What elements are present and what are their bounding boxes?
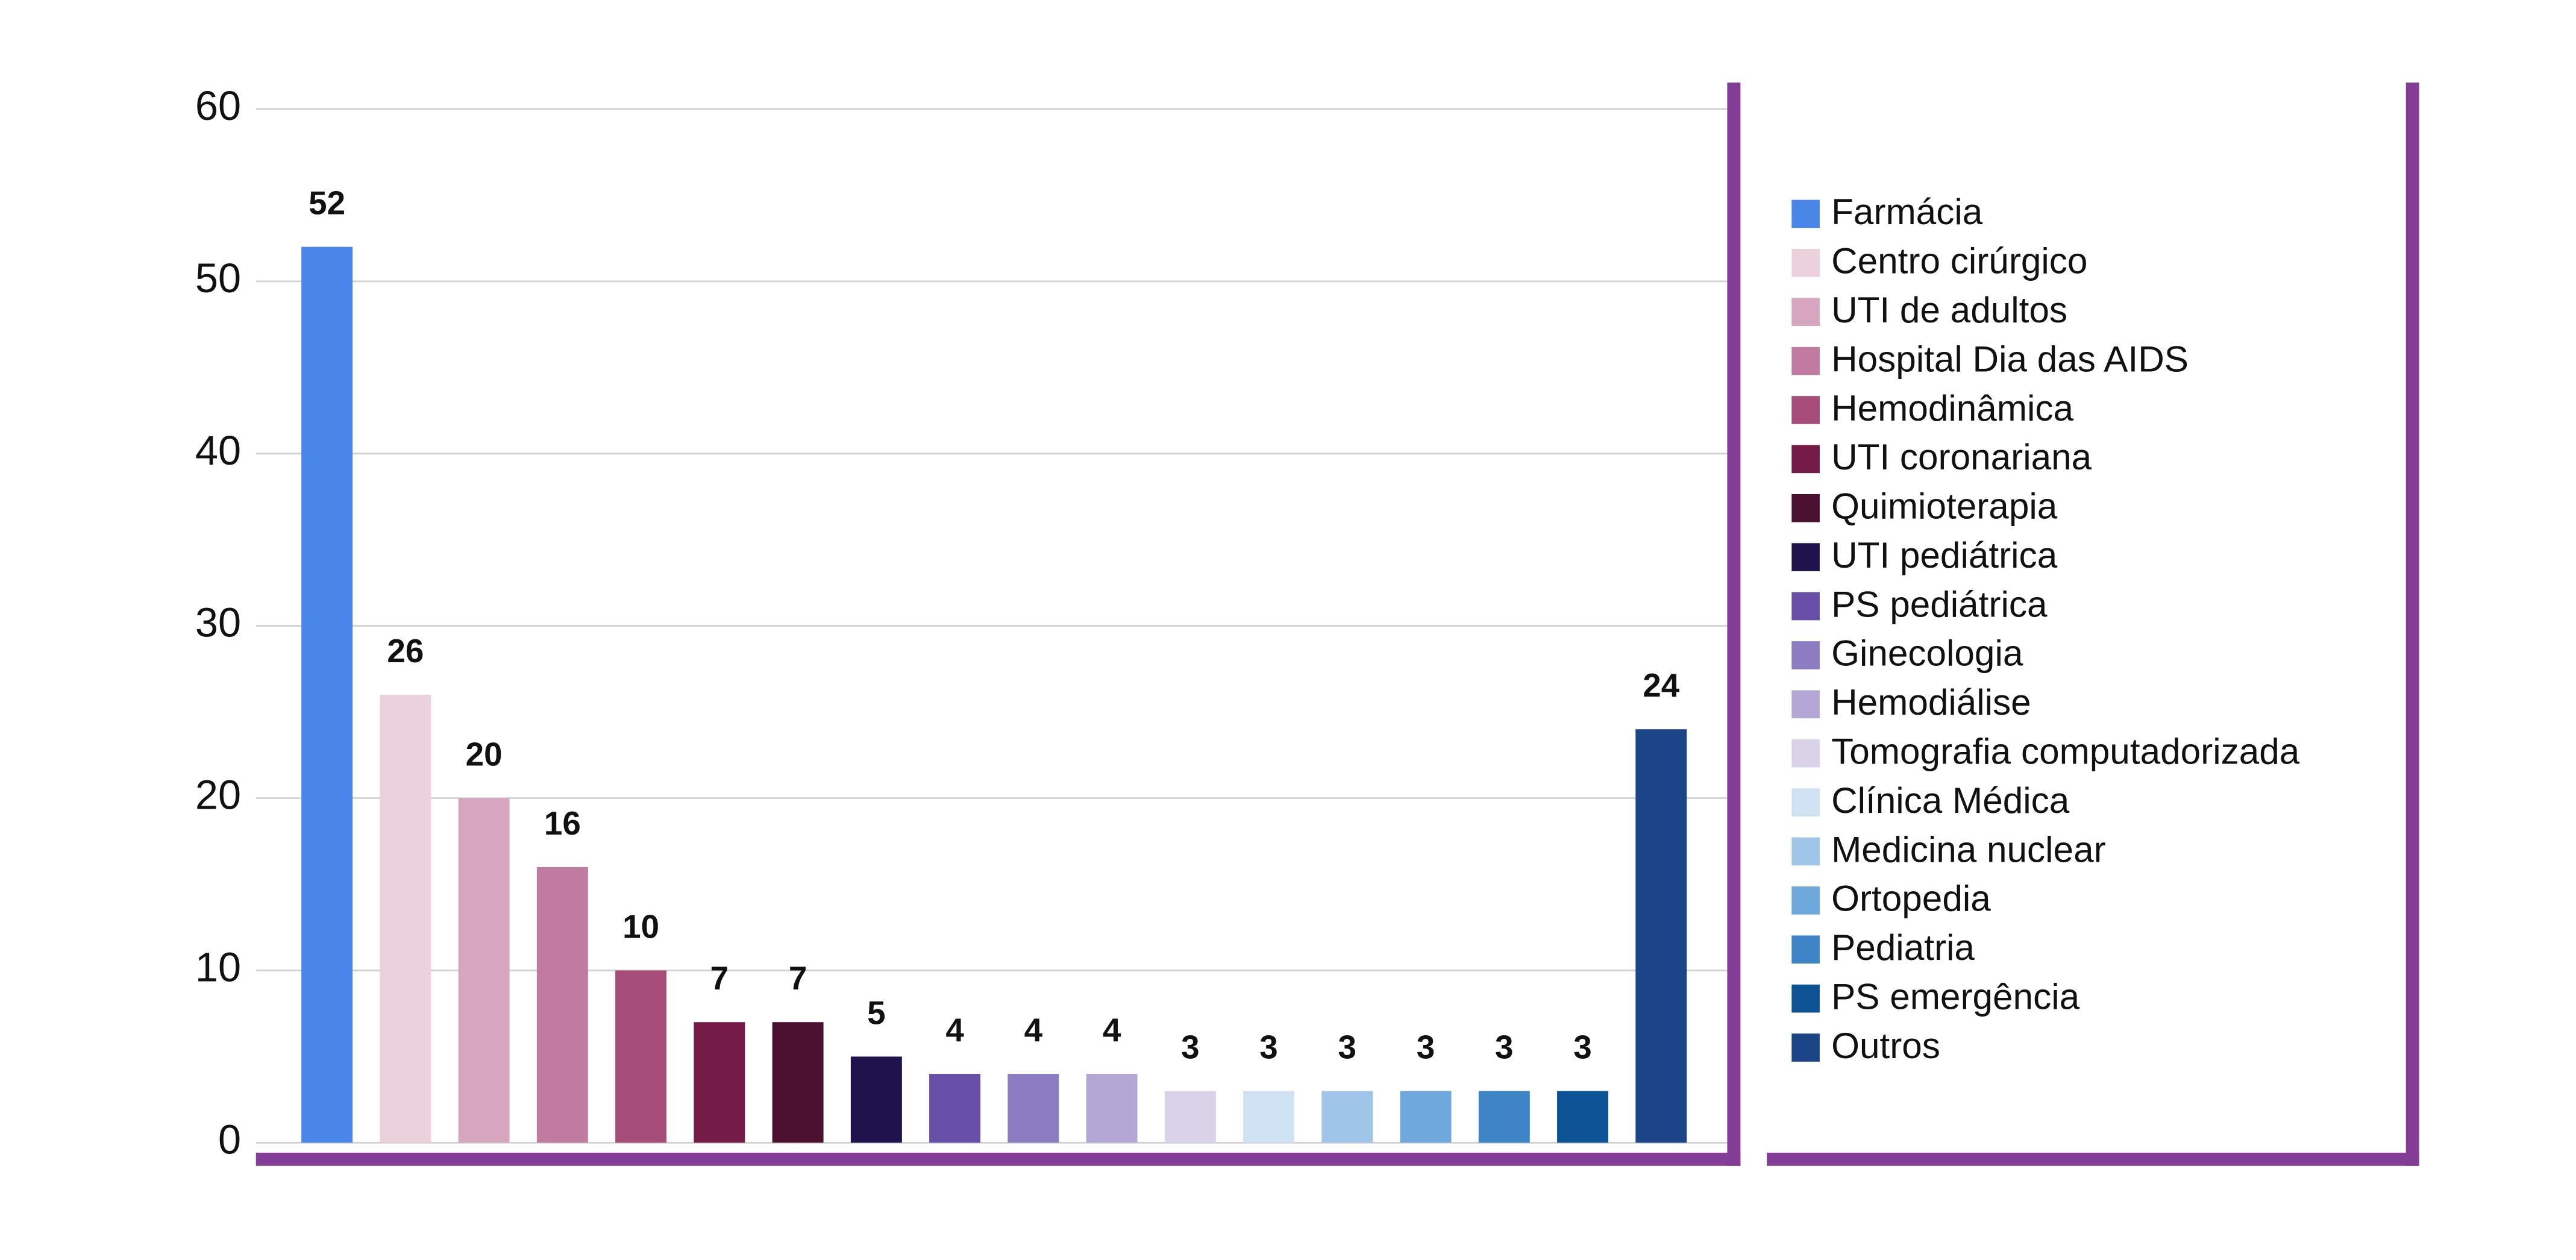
legend-label: UTI de adultos <box>1831 289 2067 330</box>
data-label: 20 <box>466 736 503 773</box>
legend-label: Medicina nuclear <box>1831 829 2106 870</box>
data-label: 26 <box>387 632 424 669</box>
legend-swatch <box>1791 592 1820 621</box>
legend-swatch <box>1791 935 1820 964</box>
data-label: 10 <box>622 907 659 945</box>
data-label: 7 <box>710 959 729 997</box>
bar <box>1400 1091 1452 1143</box>
bar <box>850 1056 902 1143</box>
y-tick-label: 60 <box>195 83 241 129</box>
legend-label: Tomografia computadorizada <box>1831 730 2300 771</box>
legend-swatch <box>1791 690 1820 719</box>
data-label: 3 <box>1417 1029 1435 1066</box>
legend-label: Hemodinâmica <box>1831 387 2073 428</box>
bar <box>1635 729 1687 1143</box>
legend-swatch <box>1791 445 1820 474</box>
bar <box>1164 1091 1216 1143</box>
data-label: 5 <box>867 994 885 1031</box>
data-label: 16 <box>544 804 581 842</box>
bar <box>1321 1091 1373 1143</box>
y-tick-label: 30 <box>195 600 241 646</box>
data-label: 4 <box>1103 1011 1121 1048</box>
bar <box>1086 1074 1138 1143</box>
data-label: 3 <box>1181 1029 1199 1066</box>
data-label: 3 <box>1573 1029 1591 1066</box>
bar <box>694 1022 745 1143</box>
legend-swatch <box>1791 1033 1820 1062</box>
legend-swatch <box>1791 788 1820 816</box>
data-label: 3 <box>1495 1029 1513 1066</box>
legend-label: Ginecologia <box>1831 633 2023 674</box>
bar <box>458 798 510 1143</box>
legend-label: Quimioterapia <box>1831 486 2058 527</box>
y-tick-label: 20 <box>195 772 241 818</box>
legend-label: Farmácia <box>1831 191 1983 232</box>
legend-swatch <box>1791 543 1820 571</box>
legend-swatch <box>1791 396 1820 424</box>
legend-label: PS pediátrica <box>1831 583 2048 624</box>
legend-swatch <box>1791 641 1820 669</box>
legend-swatch <box>1791 837 1820 866</box>
bar <box>1008 1074 1059 1143</box>
bar <box>380 695 431 1143</box>
legend-label: Ortopedia <box>1831 878 1991 919</box>
bar <box>536 867 588 1143</box>
data-label: 3 <box>1338 1029 1356 1066</box>
legend-label: PS emergência <box>1831 976 2080 1017</box>
y-tick-label: 40 <box>195 427 241 474</box>
legend-swatch <box>1791 199 1820 228</box>
bar <box>772 1022 824 1143</box>
legend-label: Hospital Dia das AIDS <box>1831 338 2189 379</box>
legend-label: Hemodiálise <box>1831 682 2031 722</box>
bar <box>1478 1091 1530 1143</box>
legend-label: Centro cirúrgico <box>1831 240 2087 281</box>
legend-label: Pediatria <box>1831 927 1975 968</box>
data-label: 4 <box>945 1011 964 1048</box>
legend-swatch <box>1791 886 1820 915</box>
data-label: 24 <box>1643 666 1679 704</box>
legend-label: UTI pediátrica <box>1831 534 2058 575</box>
bar <box>615 970 667 1143</box>
y-tick-label: 10 <box>195 944 241 991</box>
legend-swatch <box>1791 984 1820 1013</box>
legend-label: Outros <box>1831 1025 1940 1066</box>
y-tick-label: 50 <box>195 255 241 301</box>
data-label: 4 <box>1024 1011 1043 1048</box>
legend-swatch <box>1791 346 1820 375</box>
legend-swatch <box>1791 739 1820 768</box>
data-label: 3 <box>1259 1029 1277 1066</box>
bar <box>929 1074 981 1143</box>
y-tick-label: 0 <box>218 1116 241 1162</box>
legend-swatch <box>1791 249 1820 277</box>
legend-label: UTI coronariana <box>1831 436 2092 477</box>
data-label: 52 <box>309 184 345 222</box>
bar <box>1243 1091 1295 1143</box>
legend-label: Clínica Médica <box>1831 780 2070 821</box>
bar <box>1557 1091 1609 1143</box>
legend-swatch <box>1791 494 1820 522</box>
data-label: 7 <box>789 959 807 997</box>
bar <box>301 246 353 1143</box>
legend-swatch <box>1791 298 1820 326</box>
